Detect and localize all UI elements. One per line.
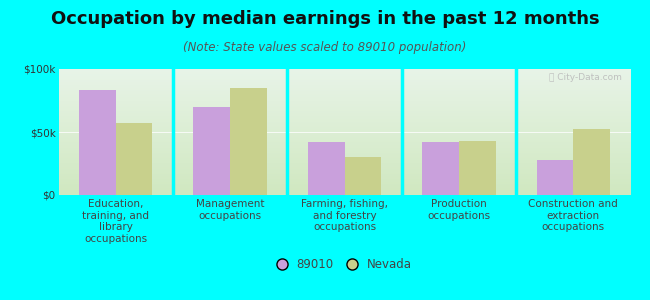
Bar [308, 142, 344, 195]
Bar [116, 123, 152, 195]
Bar [573, 130, 610, 195]
Bar [194, 107, 230, 195]
Bar [79, 90, 116, 195]
Text: Occupation by median earnings in the past 12 months: Occupation by median earnings in the pas… [51, 11, 599, 28]
Bar [344, 157, 381, 195]
Text: (Note: State values scaled to 89010 population): (Note: State values scaled to 89010 popu… [183, 40, 467, 53]
Bar [459, 141, 495, 195]
Legend: 89010, Nevada: 89010, Nevada [274, 255, 415, 275]
Bar [537, 160, 573, 195]
Bar [230, 88, 266, 195]
Text: ⓘ City-Data.com: ⓘ City-Data.com [549, 73, 622, 82]
Bar [422, 142, 459, 195]
